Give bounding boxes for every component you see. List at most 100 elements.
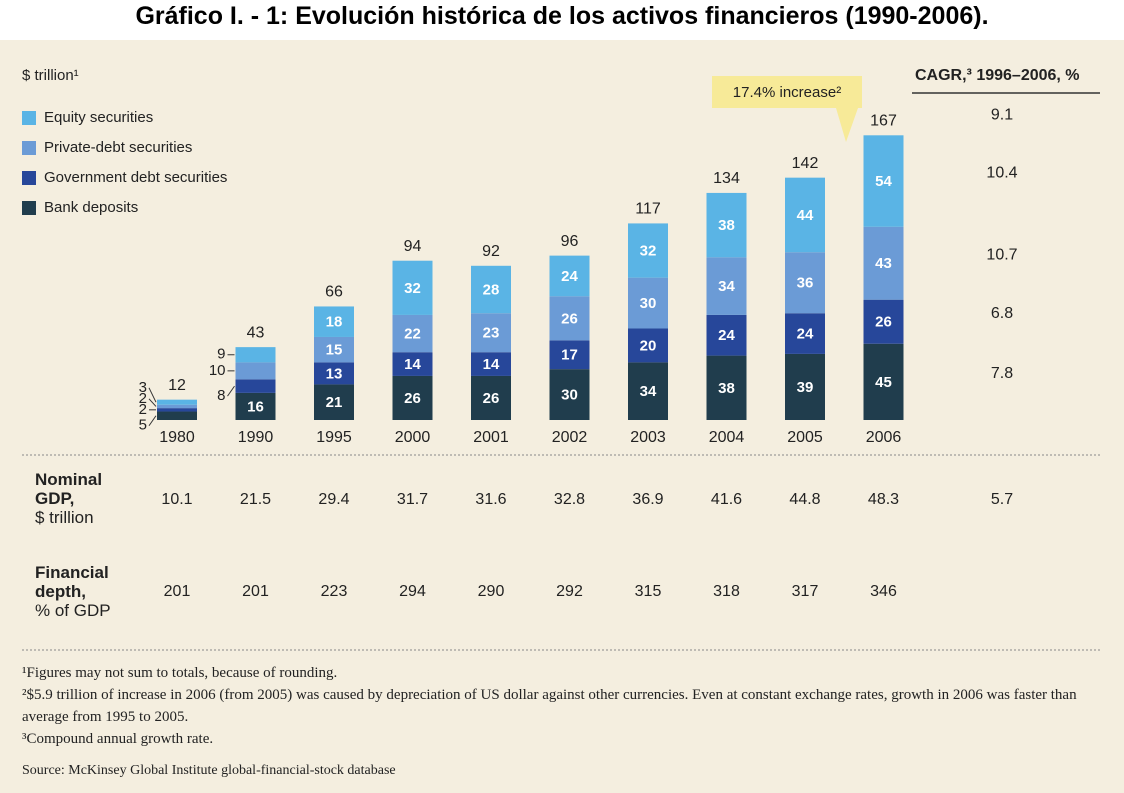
cagr-value: 9.1 [991,107,1013,124]
segment-label: 24 [797,326,814,343]
total-label: 92 [482,243,500,260]
segment-label: 24 [718,327,735,344]
bar-segment [785,353,825,420]
bar-segment [863,343,904,420]
x-tick-label: 2004 [709,429,745,446]
x-tick-label: 2005 [787,429,823,446]
bar-segment [392,314,433,353]
table-cell: 223 [321,583,348,600]
legend-label: Bank deposits [44,199,138,216]
segment-label: 18 [326,314,343,331]
segment-label: 5 [139,417,147,434]
bar-segment [549,296,590,341]
bar-segment [863,299,904,344]
total-label: 12 [168,377,186,394]
segment-label: 26 [483,390,500,407]
bar-segment [314,362,354,385]
page-title: Gráfico I. - 1: Evolución histórica de l… [135,2,989,30]
bar-segment [549,255,590,297]
table-cell: 318 [713,583,740,600]
bar-segment [157,399,197,405]
bar-segment [235,362,276,380]
x-tick-label: 1980 [159,429,195,446]
source: Source: McKinsey Global Institute global… [22,763,396,778]
segment-label: 14 [404,356,421,373]
table-cell: 41.6 [711,491,742,508]
table-cell: 294 [399,583,426,600]
table-cell: 10.1 [161,491,192,508]
total-label: 94 [404,238,422,255]
x-tick-label: 2001 [473,429,509,446]
bar-segment [706,314,747,356]
segment-label: 34 [640,383,657,400]
table-cell: 44.8 [789,491,820,508]
segment-label: 2 [139,401,147,418]
row-title: Nominal GDP, [35,470,103,508]
leader-line [148,398,157,407]
total-label: 96 [561,233,579,250]
bar-segment [235,392,276,420]
bar-segment [628,328,668,363]
table-cell: 36.9 [632,491,663,508]
table-cell: 31.7 [397,491,428,508]
legend-swatch [22,171,36,185]
bar-segment [314,306,354,337]
bar-segment [157,408,197,412]
segment-label: 20 [640,337,657,354]
table-cell: 32.8 [554,491,585,508]
segment-label: 14 [483,356,500,373]
bar-segment [785,313,825,354]
segment-label: 32 [404,280,421,297]
segment-label: 28 [483,281,500,298]
bar-segment [392,260,433,315]
legend-label: Equity securities [44,109,153,126]
table-cell: 290 [478,583,505,600]
total-label: 142 [792,155,819,172]
row-unit: $ trillion [35,508,94,527]
x-tick-label: 2006 [866,429,902,446]
table-cell: 29.4 [318,491,349,508]
segment-label: 34 [718,278,735,295]
bar-segment [392,375,433,420]
bar-segment [471,313,511,353]
x-tick-label: 2003 [630,429,666,446]
segment-label: 38 [718,217,735,234]
segment-label: 15 [326,342,343,359]
bar-segment [392,352,433,376]
segment-label: 10 [209,362,226,379]
segment-label: 3 [139,379,147,396]
x-tick-label: 2000 [395,429,431,446]
table-cell: 48.3 [868,491,899,508]
bar-segment [863,226,904,300]
segment-label: 2 [139,390,147,407]
unit-label: $ trillion¹ [22,67,79,84]
segment-label: 26 [404,390,421,407]
segment-label: 13 [326,365,343,382]
segment-label: 32 [640,243,657,260]
total-label: 43 [247,324,265,341]
bar-segment [628,223,668,278]
footnote: ²$5.9 trillion of increase in 2006 (from… [22,687,1077,725]
segment-label: 16 [247,398,264,415]
x-tick-label: 2002 [552,429,588,446]
table-cell: 315 [635,583,662,600]
segment-label: 44 [797,207,814,224]
segment-label: 30 [640,295,657,312]
legend-swatch [22,201,36,215]
bar-segment [628,362,668,420]
segment-label: 24 [561,268,578,285]
bar-segment [863,135,904,227]
segment-label: 23 [483,325,500,342]
bar-segment [314,384,354,420]
legend-swatch [22,141,36,155]
segment-label: 30 [561,387,578,404]
bar-segment [549,340,590,370]
segment-label: 17 [561,347,578,364]
footnote: ¹Figures may not sum to totals, because … [22,665,338,681]
row-unit: % of GDP [35,601,111,620]
table-cell: 201 [164,583,191,600]
segment-label: 22 [404,326,421,343]
cagr-value: 10.4 [986,164,1017,181]
bar-segment [235,347,276,363]
